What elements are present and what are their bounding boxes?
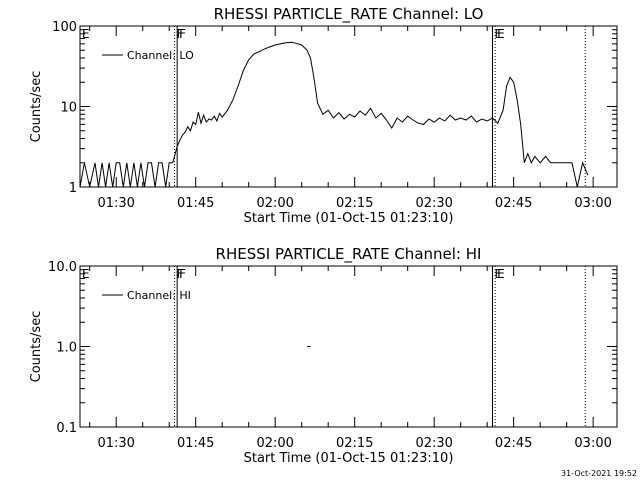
x-tick-label: 01:30 <box>97 196 134 211</box>
x-axis-label: Start Time (01-Oct-15 01:23:10) <box>244 211 454 226</box>
x-tick-label: 01:45 <box>177 436 214 451</box>
x-tick-label: 02:45 <box>495 196 532 211</box>
x-tick-label: 02:00 <box>256 196 293 211</box>
x-tick-label: 01:30 <box>97 436 134 451</box>
x-tick-label: 02:30 <box>415 436 452 451</box>
event-marker-label: F <box>179 27 186 41</box>
x-axis-label: Start Time (01-Oct-15 01:23:10) <box>244 451 454 466</box>
panel-channel-lo: RHESSI PARTICLE_RATE Channel: LO Start Ti… <box>29 5 618 226</box>
x-tick-label: 03:00 <box>574 196 611 211</box>
event-marker-label: E <box>494 267 502 281</box>
event-marker-label: E <box>497 267 505 281</box>
y-tick-label: 100 <box>52 20 77 35</box>
legend-entry: Channel: LO <box>127 49 194 62</box>
y-tick-label: 0.1 <box>56 421 77 436</box>
x-tick-label: 02:00 <box>256 436 293 451</box>
y-axis-label: Counts/sec <box>29 311 44 383</box>
event-marker-label: E <box>82 267 90 281</box>
y-tick-label: 1.0 <box>56 341 77 356</box>
y-axis-label: Counts/sec <box>29 71 44 143</box>
x-tick-label: 02:15 <box>336 436 373 451</box>
event-marker-label: E <box>494 27 502 41</box>
y-tick-label: 10 <box>60 101 77 116</box>
chart-title: RHESSI PARTICLE_RATE Channel: LO <box>214 5 484 24</box>
x-tick-label: 02:30 <box>415 196 452 211</box>
panel-channel-hi: RHESSI PARTICLE_RATE Channel: HI Start Ti… <box>29 245 618 466</box>
event-marker-label: F <box>177 267 184 281</box>
event-marker-label: E <box>82 27 90 41</box>
y-tick-label: 10.0 <box>48 260 77 275</box>
x-tick-label: 02:15 <box>336 196 373 211</box>
series-line <box>79 41 589 188</box>
event-marker-label: E <box>497 27 505 41</box>
timestamp-footer: 31-Oct-2021 19:52 <box>561 469 637 478</box>
event-marker-label: F <box>179 267 186 281</box>
x-tick-label: 01:45 <box>177 196 214 211</box>
x-tick-label: 03:00 <box>574 436 611 451</box>
x-tick-label: 02:45 <box>495 436 532 451</box>
chart-title: RHESSI PARTICLE_RATE Channel: HI <box>216 245 482 264</box>
y-tick-label: 1 <box>69 181 77 196</box>
legend-entry: Channel: HI <box>127 289 191 302</box>
event-marker-label: F <box>177 27 184 41</box>
